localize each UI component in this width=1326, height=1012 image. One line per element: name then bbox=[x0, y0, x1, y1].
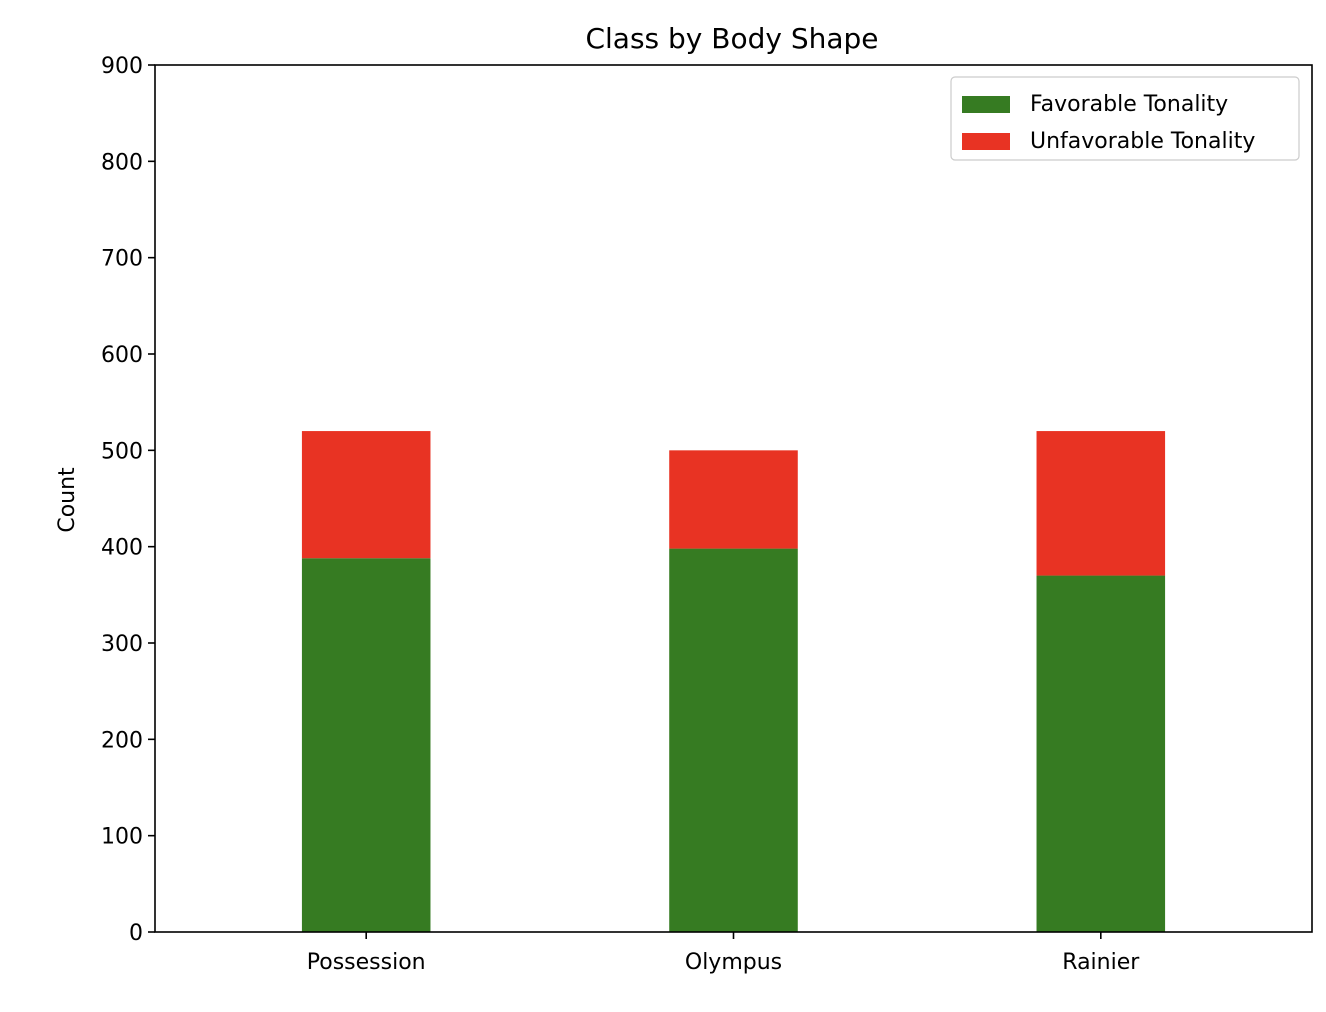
x-tick-label: Rainier bbox=[1062, 950, 1140, 975]
bar-group bbox=[301, 431, 1166, 932]
bar-favorable-olympus bbox=[669, 548, 798, 932]
x-tick-label: Olympus bbox=[685, 950, 782, 975]
y-tick-label: 600 bbox=[101, 343, 143, 368]
y-axis-ticks: 0 100 200 300 400 500 600 700 800 900 bbox=[101, 54, 155, 946]
y-axis-label: Count bbox=[55, 467, 80, 533]
legend-swatch bbox=[962, 96, 1010, 113]
y-tick-label: 200 bbox=[101, 728, 143, 753]
bar-favorable-rainier bbox=[1036, 575, 1166, 932]
x-axis-ticks: Possession Olympus Rainier bbox=[307, 932, 1140, 975]
legend-label: Favorable Tonality bbox=[1030, 92, 1228, 117]
plot-frame bbox=[154, 64, 1313, 933]
bar-unfavorable-possession bbox=[301, 431, 431, 559]
y-tick-label: 300 bbox=[101, 632, 143, 657]
y-tick-label: 400 bbox=[101, 536, 143, 561]
bar-unfavorable-olympus bbox=[669, 450, 798, 549]
y-tick-label: 0 bbox=[129, 921, 143, 946]
y-tick-label: 700 bbox=[101, 247, 143, 272]
legend-label: Unfavorable Tonality bbox=[1030, 129, 1255, 154]
chart-title: Class by Body Shape bbox=[585, 22, 878, 55]
y-tick-label: 800 bbox=[101, 150, 143, 175]
y-tick-label: 500 bbox=[101, 439, 143, 464]
bar-unfavorable-rainier bbox=[1036, 431, 1166, 576]
y-tick-label: 100 bbox=[101, 825, 143, 850]
legend-swatch bbox=[962, 133, 1010, 150]
bar-favorable-possession bbox=[301, 558, 431, 932]
legend-box bbox=[950, 76, 1300, 161]
y-tick-label: 900 bbox=[101, 54, 143, 79]
legend: Favorable Tonality Unfavorable Tonality bbox=[950, 76, 1300, 161]
x-tick-label: Possession bbox=[307, 950, 426, 975]
